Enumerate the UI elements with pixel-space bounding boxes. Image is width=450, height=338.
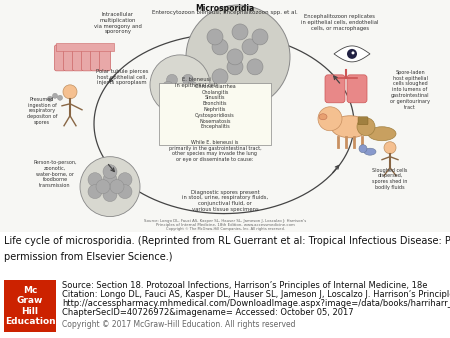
- Circle shape: [318, 107, 342, 131]
- Text: Source: Section 18. Protozoal Infections, Harrison’s Principles of Internal Medi: Source: Section 18. Protozoal Infections…: [62, 281, 428, 290]
- Circle shape: [227, 49, 243, 65]
- Text: Person-to-person,
zoonotic,
water-borne, or
foodborne
transmission: Person-to-person, zoonotic, water-borne,…: [33, 160, 77, 188]
- Circle shape: [347, 49, 357, 59]
- FancyBboxPatch shape: [325, 75, 345, 103]
- Circle shape: [384, 142, 396, 154]
- Circle shape: [357, 118, 375, 136]
- Circle shape: [242, 39, 258, 55]
- FancyBboxPatch shape: [358, 117, 368, 125]
- Circle shape: [186, 81, 198, 92]
- Circle shape: [88, 173, 102, 187]
- FancyBboxPatch shape: [90, 45, 102, 71]
- Text: Source: Longo DL, Fauci AS, Kasper SL, Hauser SL, Jameson J, Loscalzo J: Harriso: Source: Longo DL, Fauci AS, Kasper SL, H…: [144, 219, 306, 222]
- Text: Microsporidia: Microsporidia: [195, 4, 255, 13]
- Ellipse shape: [364, 148, 376, 155]
- Circle shape: [232, 24, 248, 40]
- Text: Citation: Longo DL, Fauci AS, Kasper DL, Hauser SL, Jameson J, Loscalzo J. Harri: Citation: Longo DL, Fauci AS, Kasper DL,…: [62, 290, 450, 299]
- Ellipse shape: [368, 127, 396, 141]
- FancyBboxPatch shape: [81, 45, 93, 71]
- Circle shape: [227, 59, 243, 75]
- Text: Encephalitozoon replicates
in epithelial cells, endothelial
cells, or macrophage: Encephalitozoon replicates in epithelial…: [301, 14, 379, 30]
- Circle shape: [359, 145, 367, 153]
- Circle shape: [212, 39, 228, 55]
- Circle shape: [48, 96, 53, 101]
- Text: Copyright © The McGraw-Hill Companies, Inc. All rights reserved.: Copyright © The McGraw-Hill Companies, I…: [166, 226, 284, 231]
- Text: Spore-laden
host epithelial
cells sloughed
into lumens of
gastrointestinal
or ge: Spore-laden host epithelial cells slough…: [390, 70, 430, 110]
- Circle shape: [88, 185, 102, 199]
- Circle shape: [207, 29, 223, 45]
- Ellipse shape: [331, 116, 369, 138]
- Text: While E. bieneusi is
primarily in the gastrointestinal tract,
other species may : While E. bieneusi is primarily in the ga…: [169, 140, 261, 162]
- Ellipse shape: [319, 114, 327, 120]
- Text: Intracellular
multiplication
via merogony and
sporогony: Intracellular multiplication via merogon…: [94, 12, 142, 34]
- Bar: [56, 43, 114, 51]
- Text: Presumed
ingestion of
respiratory
depositon of
spores: Presumed ingestion of respiratory deposi…: [27, 97, 57, 125]
- Circle shape: [110, 179, 124, 194]
- FancyBboxPatch shape: [99, 45, 111, 71]
- Text: Mc
Graw
Hill
Education: Mc Graw Hill Education: [4, 286, 55, 326]
- Text: Life cycle of microsporidia. (Reprinted from RL Guerrant et al: Tropical Infecti: Life cycle of microsporidia. (Reprinted …: [4, 236, 450, 246]
- Text: Polar tubule pierces
host epithelial cell,
injects sporoplasm: Polar tubule pierces host epithelial cel…: [96, 69, 148, 86]
- Bar: [4, 280, 56, 332]
- Circle shape: [58, 95, 63, 100]
- Circle shape: [186, 5, 290, 109]
- Text: Principles of Internal Medicine, 18th Edition, www.accessmedicine.com: Principles of Internal Medicine, 18th Ed…: [156, 222, 294, 226]
- Text: E. bieneusi
in epithelial cell: E. bieneusi in epithelial cell: [175, 77, 217, 88]
- Circle shape: [150, 55, 210, 115]
- Circle shape: [351, 51, 355, 54]
- Circle shape: [247, 59, 263, 75]
- Circle shape: [118, 185, 132, 199]
- Text: http://accesspharmacy.mhmedical.com/DownloadImage.aspx?image=/data/books/harriha: http://accesspharmacy.mhmedical.com/Down…: [62, 299, 450, 308]
- Text: Chronic diarrhea
Cholangitis
Sinusitis
Bronchitis
Nephritis
Cystosporidiosis
Nos: Chronic diarrhea Cholangitis Sinusitis B…: [194, 84, 235, 129]
- Circle shape: [103, 173, 117, 187]
- Circle shape: [96, 179, 110, 194]
- Circle shape: [175, 86, 185, 97]
- Text: ChapterSecID=40726972&imagename= Accessed: October 05, 2017: ChapterSecID=40726972&imagename= Accesse…: [62, 308, 354, 317]
- Text: Sloughed cells
dispersed,
spores shed in
bodily fluids: Sloughed cells dispersed, spores shed in…: [372, 168, 408, 190]
- Text: Diagnostic spores present
in stool, urine, respiratory fluids,
conjunctival flui: Diagnostic spores present in stool, urin…: [182, 190, 268, 212]
- Circle shape: [252, 29, 268, 45]
- Circle shape: [103, 188, 117, 201]
- FancyBboxPatch shape: [72, 45, 84, 71]
- Circle shape: [162, 81, 174, 92]
- Circle shape: [80, 157, 140, 217]
- Circle shape: [103, 165, 117, 179]
- FancyBboxPatch shape: [54, 45, 66, 71]
- FancyBboxPatch shape: [347, 75, 367, 103]
- Text: permission from Elsevier Science.): permission from Elsevier Science.): [4, 252, 173, 262]
- Text: Enterocytozoon bieneusi; Encephalitozoon spp. et al.: Enterocytozoon bieneusi; Encephalitozoon…: [152, 10, 298, 15]
- Circle shape: [212, 69, 228, 85]
- Circle shape: [118, 173, 132, 187]
- Polygon shape: [334, 46, 370, 62]
- FancyBboxPatch shape: [63, 45, 75, 71]
- Circle shape: [53, 93, 58, 98]
- Circle shape: [183, 74, 194, 85]
- Circle shape: [63, 85, 77, 99]
- FancyBboxPatch shape: [159, 83, 271, 145]
- Text: Copyright © 2017 McGraw-Hill Education. All rights reserved: Copyright © 2017 McGraw-Hill Education. …: [62, 320, 296, 329]
- Circle shape: [166, 74, 177, 85]
